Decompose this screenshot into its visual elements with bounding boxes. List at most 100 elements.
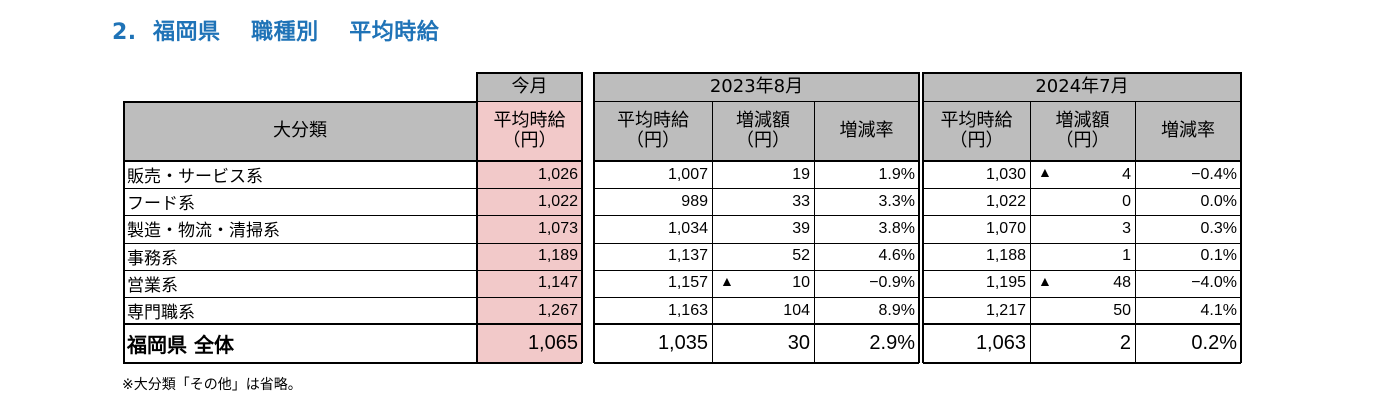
cell-current-avg-value: 1,147 <box>537 274 578 292</box>
cell-2023-rate: 4.6% <box>814 243 919 270</box>
cell-2023-diff: 19 <box>712 161 814 188</box>
row-label-text: 製造・物流・清掃系 <box>127 221 280 242</box>
grid-line <box>594 270 919 271</box>
cell-2023-avg-value: 989 <box>681 192 708 210</box>
negative-marker: ▲ <box>720 272 734 289</box>
header-2024-avg: 平均時給 （円） <box>923 101 1030 161</box>
cell-2024-diff: ▲ 4 <box>1030 161 1135 188</box>
cell-2024-rate: 0.0% <box>1135 188 1241 215</box>
header-2024-rate-label: 増減率 <box>1161 120 1215 141</box>
cell-2024-avg: 1,022 <box>923 188 1030 215</box>
grid-line <box>593 72 595 363</box>
cell-2023-rate-value: 8.9% <box>878 301 915 319</box>
cell-2024-diff: 1 <box>1030 243 1135 270</box>
total-current-avg-value: 1,065 <box>527 332 578 354</box>
grid-line <box>923 188 1241 189</box>
grid-line <box>594 101 919 102</box>
row-label: 事務系 <box>123 243 477 270</box>
cell-2023-diff: 104 <box>712 297 814 324</box>
cell-2023-diff-value: 10 <box>792 274 810 292</box>
cell-2023-avg: 1,034 <box>594 215 712 242</box>
cell-2024-avg: 1,030 <box>923 161 1030 188</box>
cell-2024-avg: 1,217 <box>923 297 1030 324</box>
header-current-group: 今月 <box>477 73 582 101</box>
grid-line <box>594 243 919 244</box>
cell-2023-rate-value: 1.9% <box>878 165 915 183</box>
grid-line <box>923 323 1241 325</box>
grid-line <box>923 243 1241 244</box>
cell-2023-diff-value: 104 <box>783 301 810 319</box>
grid-line <box>923 270 1241 271</box>
cell-2024-rate-value: −0.4% <box>1191 165 1237 183</box>
grid-line <box>594 297 919 298</box>
total-2024-diff: 2 <box>1030 324 1135 363</box>
header-2023-avg-line2: （円） <box>626 130 680 151</box>
cell-2024-diff: 3 <box>1030 215 1135 242</box>
header-group-2024-label: 2024年7月 <box>1035 76 1129 97</box>
header-2023-rate: 増減率 <box>814 101 919 161</box>
cell-2024-diff-value: 3 <box>1122 219 1131 237</box>
grid-line <box>814 101 815 363</box>
cell-current-avg: 1,073 <box>477 215 582 243</box>
grid-line <box>123 297 582 298</box>
cell-2024-avg-value: 1,030 <box>985 165 1026 183</box>
grid-line <box>923 160 1241 162</box>
grid-line <box>123 101 477 103</box>
cell-2023-avg: 1,007 <box>594 161 712 188</box>
cell-2023-avg: 1,163 <box>594 297 712 324</box>
grid-line <box>1135 101 1136 363</box>
cell-2024-diff: 50 <box>1030 297 1135 324</box>
grid-line <box>594 323 919 325</box>
cell-2023-rate-value: 3.8% <box>878 219 915 237</box>
cell-2023-rate-value: 4.6% <box>878 247 915 265</box>
grid-line <box>123 101 125 363</box>
grid-line <box>581 72 583 363</box>
header-group-2023-label: 2023年8月 <box>709 76 804 97</box>
grid-line <box>123 188 582 189</box>
total-2024-diff-value: 2 <box>1119 332 1131 354</box>
header-2023-rate-label: 増減率 <box>839 120 894 141</box>
header-2023-avg-line1: 平均時給 <box>617 110 689 131</box>
grid-line <box>922 72 924 363</box>
cell-2024-rate-value: 0.1% <box>1200 247 1237 265</box>
cell-2023-rate-value: 3.3% <box>878 192 915 210</box>
total-current-avg: 1,065 <box>477 324 582 363</box>
cell-2023-rate: 3.3% <box>814 188 919 215</box>
cell-current-avg-value: 1,073 <box>537 219 578 237</box>
cell-current-avg: 1,022 <box>477 188 582 216</box>
total-2023-rate: 2.9% <box>814 324 919 363</box>
header-group-2024: 2024年7月 <box>923 73 1241 101</box>
cell-2023-diff-value: 39 <box>792 219 810 237</box>
total-2024-rate-value: 0.2% <box>1191 332 1237 354</box>
cell-2024-avg: 1,188 <box>923 243 1030 270</box>
cell-2024-diff-value: 4 <box>1122 165 1131 183</box>
cell-2024-rate: −0.4% <box>1135 161 1241 188</box>
header-current-avg: 平均時給 （円） <box>477 101 582 161</box>
cell-2023-diff-value: 52 <box>792 247 810 265</box>
header-2023-avg: 平均時給 （円） <box>594 101 712 161</box>
row-label: 営業系 <box>123 270 477 297</box>
grid-line <box>477 101 582 102</box>
grid-line <box>477 72 582 74</box>
cell-2023-rate: 1.9% <box>814 161 919 188</box>
cell-2024-avg: 1,195 <box>923 270 1030 297</box>
total-label-text: 福岡県 全体 <box>127 333 234 357</box>
header-group-2023: 2023年8月 <box>594 73 919 101</box>
header-2024-avg-line2: （円） <box>949 130 1004 151</box>
grid-line <box>123 243 582 244</box>
cell-current-avg: 1,026 <box>477 161 582 189</box>
total-2024-rate: 0.2% <box>1135 324 1241 363</box>
row-label: 製造・物流・清掃系 <box>123 215 477 242</box>
total-2023-rate-value: 2.9% <box>869 332 915 354</box>
cell-2024-avg: 1,070 <box>923 215 1030 242</box>
cell-current-avg: 1,147 <box>477 269 582 297</box>
header-2023-diff-line1: 増減額 <box>736 110 790 131</box>
cell-2024-rate-value: −4.0% <box>1191 274 1237 292</box>
header-category: 大分類 <box>123 101 477 161</box>
total-2023-diff: 30 <box>712 324 814 363</box>
total-2023-diff-value: 30 <box>787 332 810 354</box>
grid-line <box>476 72 478 363</box>
grid-line <box>594 72 919 74</box>
header-current-avg-line2: （円） <box>502 130 557 151</box>
cell-2023-rate: 8.9% <box>814 297 919 324</box>
